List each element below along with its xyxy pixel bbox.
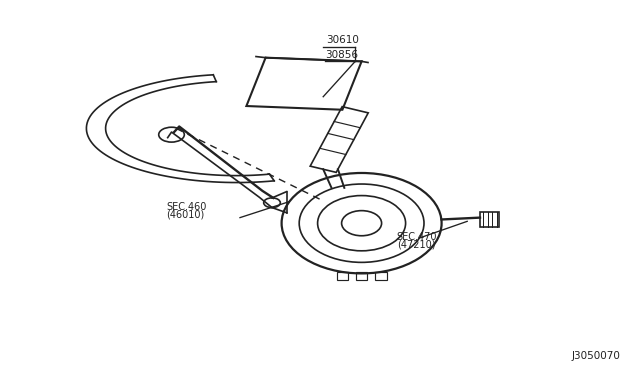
Text: (46010): (46010) xyxy=(166,209,205,219)
Text: SEC.470: SEC.470 xyxy=(397,232,437,242)
Text: (47210): (47210) xyxy=(397,239,435,249)
Text: 30610: 30610 xyxy=(326,35,359,45)
Text: SEC.460: SEC.460 xyxy=(166,202,207,212)
Text: J3050070: J3050070 xyxy=(572,351,621,361)
Text: 30856: 30856 xyxy=(325,50,358,60)
